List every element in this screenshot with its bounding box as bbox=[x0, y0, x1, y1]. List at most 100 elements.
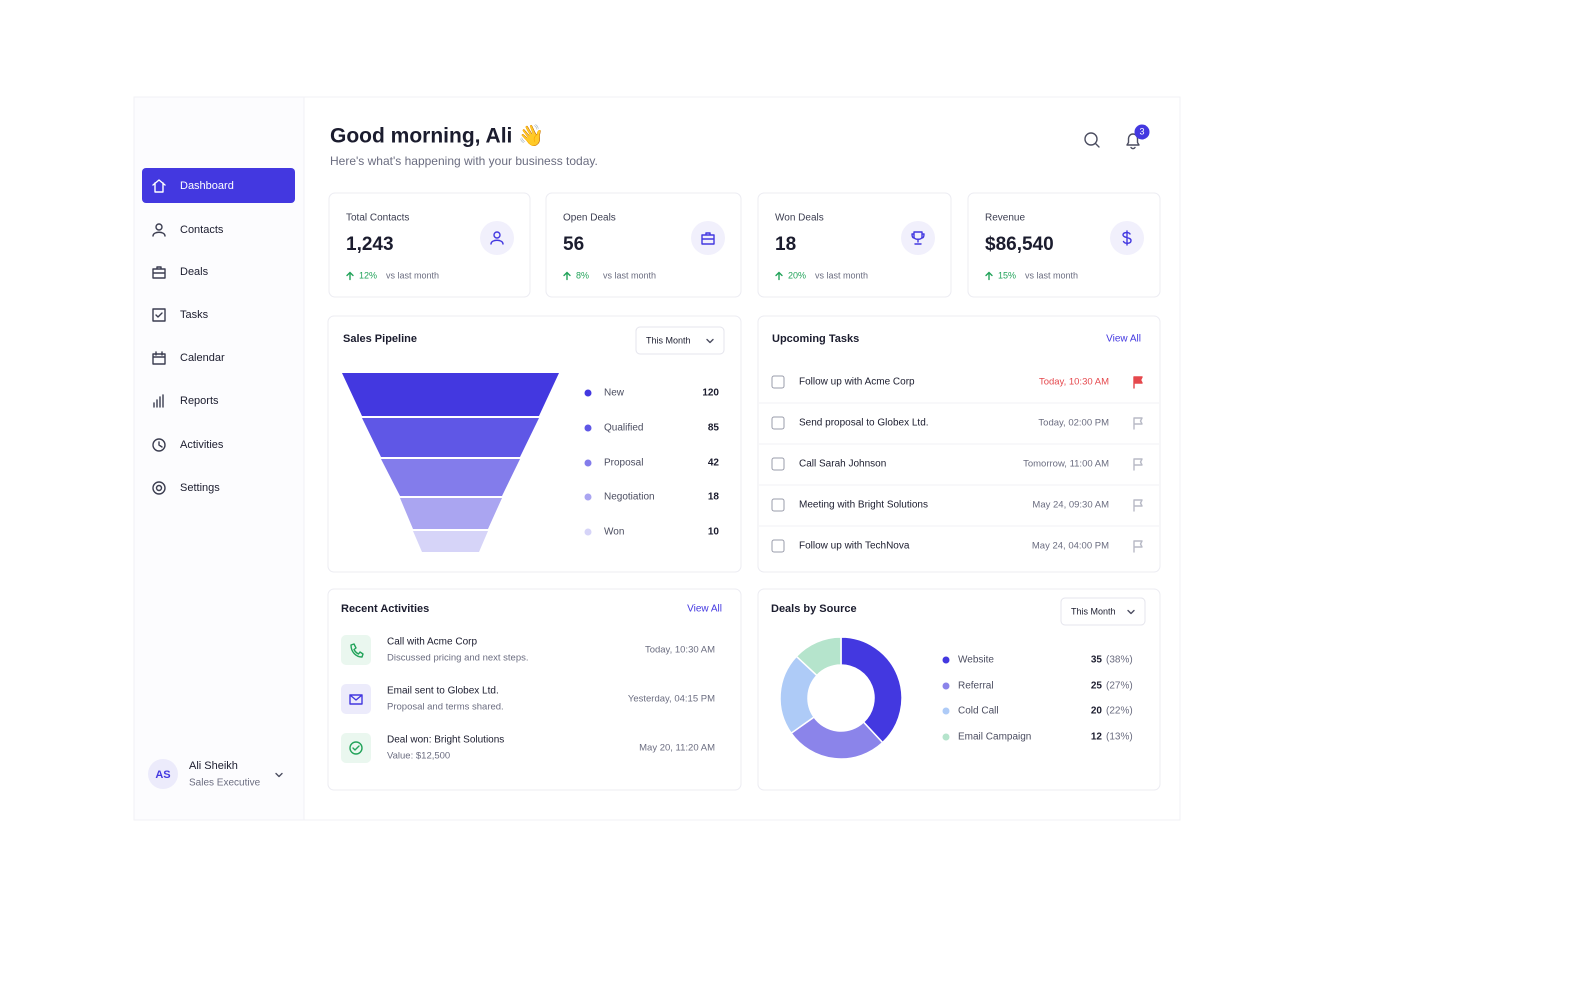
stat-comparison: vs last month bbox=[386, 270, 439, 280]
legend-label: New bbox=[604, 388, 625, 399]
dropdown-box bbox=[635, 326, 725, 355]
task-flag bbox=[1133, 417, 1143, 430]
activity-icon bbox=[349, 694, 363, 705]
task-checkbox bbox=[771, 457, 785, 471]
task-row[interactable]: Send proposal to Globex Ltd. Today, 02:00… bbox=[759, 402, 1159, 430]
legend-dot bbox=[942, 682, 950, 690]
nav-item[interactable]: Contacts bbox=[152, 223, 224, 237]
nav-label: Calendar bbox=[180, 352, 225, 364]
legend-value: 20 bbox=[1091, 706, 1103, 717]
nav-item[interactable]: Tasks bbox=[152, 308, 209, 322]
legend-dot bbox=[584, 528, 592, 536]
activity-title: Email sent to Globex Ltd. bbox=[387, 686, 499, 697]
user-menu[interactable]: AS Ali Sheikh Sales Executive bbox=[148, 759, 283, 789]
task-checkbox bbox=[771, 375, 785, 389]
legend-value: 18 bbox=[708, 492, 720, 503]
legend-label: Referral bbox=[958, 681, 994, 692]
nav-item[interactable]: Settings bbox=[152, 481, 220, 495]
stat-icon-bg bbox=[901, 221, 935, 255]
greeting-subtitle: Here's what's happening with your busine… bbox=[330, 154, 598, 168]
legend-dot bbox=[584, 424, 592, 432]
activity-time: May 20, 11:20 AM bbox=[639, 743, 715, 754]
activity-icon-bg bbox=[341, 733, 371, 763]
stat-icon bbox=[701, 232, 715, 245]
stat-icon-bg bbox=[691, 221, 725, 255]
trend-arrow bbox=[985, 271, 993, 281]
stat-icon bbox=[911, 231, 925, 245]
view-all-link[interactable]: View All bbox=[687, 604, 722, 615]
stat-card bbox=[328, 192, 531, 298]
activity-icon-bg bbox=[341, 684, 371, 714]
card-title: Deals by Source bbox=[771, 603, 857, 615]
stat-card bbox=[967, 192, 1161, 298]
period-dropdown[interactable]: This Month bbox=[1060, 597, 1146, 626]
activity-detail: Discussed pricing and next steps. bbox=[387, 653, 529, 664]
stat-icon bbox=[490, 231, 504, 245]
task-due: Today, 02:00 PM bbox=[1038, 418, 1109, 429]
legend-value: 85 bbox=[708, 423, 720, 434]
legend-dot bbox=[942, 707, 950, 715]
recent-activities-card bbox=[327, 588, 742, 791]
task-due: Today, 10:30 AM bbox=[1039, 377, 1109, 388]
activity-detail: Proposal and terms shared. bbox=[387, 702, 504, 713]
nav-icon bbox=[152, 266, 166, 279]
nav-item[interactable]: Reports bbox=[153, 394, 219, 408]
stat-label: Open Deals bbox=[563, 213, 616, 224]
stat-icon bbox=[1122, 230, 1132, 246]
task-row[interactable]: Call Sarah Johnson Tomorrow, 11:00 AM bbox=[759, 443, 1159, 471]
nav-label: Settings bbox=[180, 482, 220, 494]
task-due: Tomorrow, 11:00 AM bbox=[1023, 459, 1109, 470]
notification-badge: 3 bbox=[1139, 126, 1144, 136]
nav-item[interactable]: Activities bbox=[152, 438, 224, 452]
notifications-button[interactable]: 3 bbox=[1126, 124, 1150, 150]
legend-label: Website bbox=[958, 655, 994, 666]
user-role: Sales Executive bbox=[189, 778, 261, 789]
activity-detail: Value: $12,500 bbox=[387, 751, 450, 762]
stat-label: Total Contacts bbox=[346, 213, 409, 224]
legend-share: (38%) bbox=[1106, 655, 1133, 666]
legend-label: Won bbox=[604, 527, 624, 538]
activity-icon bbox=[350, 643, 364, 658]
view-all-link[interactable]: View All bbox=[1106, 334, 1141, 345]
task-title: Send proposal to Globex Ltd. bbox=[799, 418, 929, 429]
period-dropdown[interactable]: This Month bbox=[635, 326, 725, 355]
nav-icon bbox=[152, 351, 166, 365]
task-title: Call Sarah Johnson bbox=[799, 459, 886, 470]
funnel-stage bbox=[381, 459, 520, 496]
task-title: Follow up with TechNova bbox=[799, 541, 910, 552]
stat-value: 56 bbox=[563, 234, 584, 255]
task-flag bbox=[1133, 376, 1143, 389]
nav-active-bg bbox=[142, 168, 295, 203]
task-row[interactable]: Follow up with TechNova May 24, 04:00 PM bbox=[759, 525, 1159, 553]
dropdown-chevron bbox=[1127, 609, 1135, 615]
nav-item[interactable]: Dashboard bbox=[142, 168, 295, 203]
stat-value: $86,540 bbox=[985, 234, 1054, 255]
task-row[interactable]: Meeting with Bright Solutions May 24, 09:… bbox=[759, 484, 1159, 512]
nav-icon bbox=[152, 223, 166, 237]
stat-change: 12% bbox=[359, 270, 377, 280]
task-flag bbox=[1133, 540, 1143, 553]
legend-value: 42 bbox=[708, 458, 720, 469]
nav-label: Deals bbox=[180, 266, 209, 278]
user-name: Ali Sheikh bbox=[189, 760, 238, 772]
legend-label: Qualified bbox=[604, 423, 643, 434]
legend-dot bbox=[942, 656, 950, 664]
search-button[interactable] bbox=[1084, 132, 1100, 148]
trend-arrow bbox=[563, 271, 571, 281]
legend-label: Proposal bbox=[604, 458, 643, 469]
nav-item[interactable]: Calendar bbox=[152, 351, 225, 365]
activity-title: Call with Acme Corp bbox=[387, 637, 477, 648]
funnel-stage bbox=[413, 531, 488, 552]
stat-label: Revenue bbox=[985, 213, 1025, 224]
legend-dot bbox=[584, 389, 592, 397]
dropdown-label: This Month bbox=[1071, 606, 1116, 616]
stat-comparison: vs last month bbox=[815, 270, 868, 280]
task-checkbox bbox=[771, 539, 785, 553]
task-row[interactable]: Follow up with Acme Corp Today, 10:30 AM bbox=[771, 375, 1143, 389]
stat-card bbox=[757, 192, 952, 298]
donut-segment bbox=[790, 715, 884, 760]
nav-item[interactable]: Deals bbox=[152, 266, 209, 279]
legend-value: 35 bbox=[1091, 655, 1103, 666]
nav-label: Dashboard bbox=[180, 180, 234, 192]
